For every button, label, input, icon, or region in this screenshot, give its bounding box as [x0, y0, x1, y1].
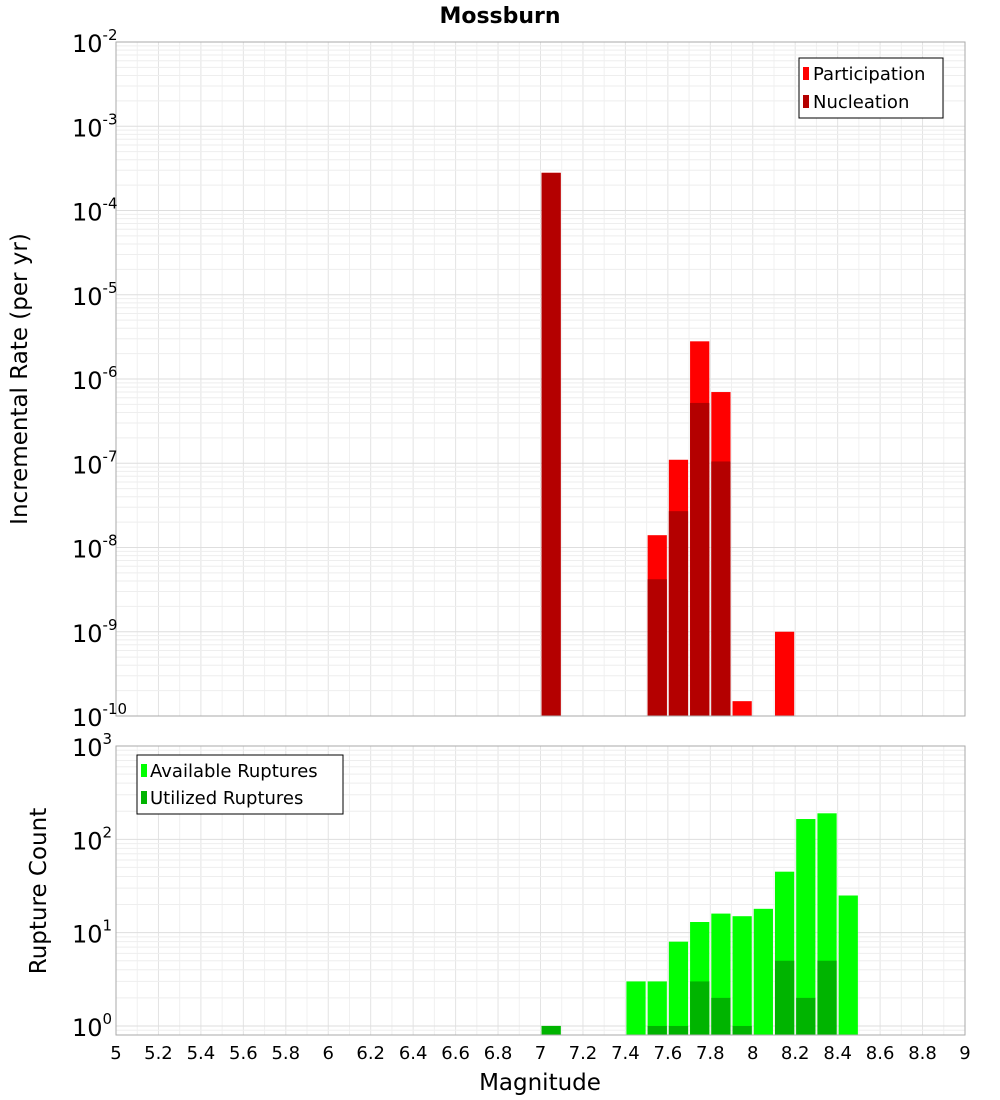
count-bar-a-7.65	[668, 941, 689, 1035]
utilized-legend-swatch	[141, 791, 147, 804]
rate-bars	[541, 172, 795, 717]
rate-y-tick-label: 10-8	[72, 532, 118, 564]
x-tick-label: 5	[110, 1043, 121, 1064]
rate-y-tick-label: 10-2	[72, 26, 118, 58]
rate-legend: Participation Nucleation	[798, 57, 944, 119]
rate-y-tick-label: 10-4	[72, 195, 118, 227]
rate-bar-a-8.15	[774, 631, 795, 716]
x-tick-label: 8.4	[823, 1043, 852, 1064]
x-axis-ticks: 5 5.2 5.4 5.6 5.8 6 6.2 6.4 6.6 6.8 7 7.2 7.4 7.6 7.8 8…	[110, 1043, 970, 1064]
count-y-tick-label: 100	[72, 1010, 112, 1042]
count-bar-b-7.05	[541, 1025, 561, 1035]
count-bar-b-7.95	[732, 1025, 752, 1035]
count-legend: Available Ruptures Utilized Ruptures	[136, 754, 344, 815]
x-tick-label: 8.6	[866, 1043, 895, 1064]
x-tick-label: 8	[747, 1043, 758, 1064]
rate-panel: 10-10 10-9 10-8 10-7 10-6 10-5 10-4 10-3 10-2 In…	[7, 26, 966, 732]
available-legend-label: Available Ruptures	[150, 761, 318, 782]
x-tick-label: 5.4	[187, 1043, 216, 1064]
rate-plot-frame	[115, 41, 966, 717]
count-bar-a-7.95	[732, 916, 752, 1035]
x-tick-label: 5.2	[144, 1043, 173, 1064]
rate-bar-b-7.05	[541, 172, 561, 717]
count-legend-box	[136, 754, 344, 815]
count-bar-a-7.45	[626, 981, 646, 1035]
x-tick-label: 7.8	[696, 1043, 725, 1064]
x-tick-label: 6.8	[484, 1043, 513, 1064]
x-tick-label: 6.2	[356, 1043, 385, 1064]
count-bar-b-8.25	[796, 997, 816, 1035]
available-legend-swatch	[141, 764, 147, 777]
rate-y-tick-label: 10-6	[72, 363, 118, 395]
count-bars	[541, 813, 858, 1035]
x-tick-label: 8.8	[908, 1043, 937, 1064]
participation-legend-label: Participation	[813, 64, 925, 85]
rate-y-tick-label: 10-9	[72, 616, 118, 648]
count-bar-b-7.75	[690, 981, 710, 1035]
count-bar-a-7.55	[647, 981, 667, 1035]
count-y-axis-title: Rupture Count	[26, 808, 52, 974]
x-tick-label: 5.8	[271, 1043, 300, 1064]
x-tick-label: 7	[535, 1043, 546, 1064]
count-y-tick-label: 102	[72, 823, 112, 855]
x-tick-label: 7.6	[654, 1043, 683, 1064]
rate-gridlines	[115, 42, 966, 717]
count-y-tick-label: 103	[72, 730, 112, 762]
rate-bar-b-7.65	[668, 511, 689, 716]
rate-bar-b-7.85	[711, 461, 731, 716]
rate-y-tick-label: 10-7	[72, 447, 118, 479]
participation-legend-swatch	[803, 67, 809, 80]
count-panel: 100 101 102 103 Rupture Count Available Rup…	[26, 730, 966, 1042]
count-bar-b-7.85	[711, 997, 731, 1035]
rate-y-tick-label: 10-3	[72, 110, 118, 142]
nucleation-legend-swatch	[803, 95, 809, 108]
chart-title: Mossburn	[439, 4, 560, 29]
count-bar-a-8.45	[838, 895, 858, 1035]
nucleation-legend-label: Nucleation	[813, 92, 909, 113]
rate-legend-box	[798, 57, 944, 119]
count-bar-b-8.15	[774, 960, 795, 1035]
x-tick-label: 6	[323, 1043, 334, 1064]
rate-bar-a-7.95	[732, 701, 752, 716]
count-bar-a-8.25	[796, 819, 816, 1035]
rate-y-tick-label: 10-10	[72, 700, 127, 732]
rate-y-tick-label: 10-5	[72, 279, 118, 311]
x-tick-label: 8.2	[781, 1043, 810, 1064]
x-tick-label: 6.4	[399, 1043, 428, 1064]
x-tick-label: 9	[959, 1043, 970, 1064]
x-tick-label: 5.6	[229, 1043, 258, 1064]
count-y-tick-label: 101	[72, 917, 112, 949]
count-bar-b-7.65	[668, 1025, 689, 1035]
x-tick-label: 6.6	[441, 1043, 470, 1064]
utilized-legend-label: Utilized Ruptures	[150, 788, 303, 809]
rate-y-axis-title: Incremental Rate (per yr)	[7, 233, 33, 525]
x-tick-label: 7.4	[611, 1043, 640, 1064]
rate-y-ticks: 10-10 10-9 10-8 10-7 10-6 10-5 10-4 10-3 10-2	[72, 26, 127, 732]
count-y-ticks: 100 101 102 103	[72, 730, 112, 1042]
rate-bar-b-7.55	[647, 579, 667, 716]
x-tick-label: 7.2	[569, 1043, 598, 1064]
count-bar-a-8.05	[753, 908, 773, 1035]
count-bar-b-8.35	[817, 960, 837, 1035]
rate-bar-b-7.75	[690, 402, 710, 716]
x-axis-title: Magnitude	[479, 1070, 601, 1096]
count-plot-frame	[115, 745, 966, 1036]
count-bar-b-7.55	[647, 1025, 667, 1035]
